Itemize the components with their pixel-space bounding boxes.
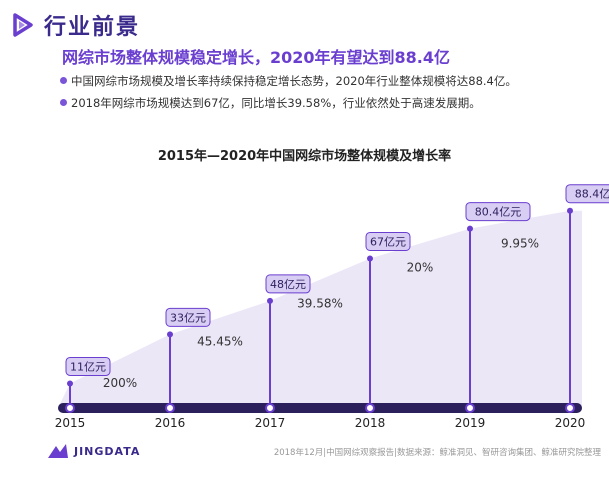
x-tick-label: 2020 [555,416,586,430]
x-tick-label: 2017 [255,416,286,430]
jingdata-logo-icon [48,444,68,458]
value-label: 88.4亿元 [575,188,609,201]
value-point [567,207,573,214]
axis-marker [365,403,375,413]
page-subtitle: 网综市场整体规模稳定增长，2020年有望达到88.4亿 [62,48,451,67]
value-point [67,380,73,387]
value-label: 33亿元 [170,311,206,324]
value-point [167,331,173,338]
axis-marker [465,403,475,413]
area-fill [58,210,582,408]
value-point [367,255,373,262]
page-title: 行业前景 [44,15,141,40]
axis-marker [165,403,175,413]
source-note: 2018年12月|中国网综观察报告|数据来源：鲸准洞见、智研咨询集团、鲸准研究院… [273,448,601,458]
value-point [467,225,473,232]
bullet-dot-icon [60,99,67,106]
value-tag [165,307,211,327]
x-tick-label: 2016 [155,416,186,430]
bullet-dot-icon [60,77,67,84]
value-label: 80.4亿元 [475,206,522,219]
axis-marker [565,403,575,413]
value-tag [65,356,111,376]
value-tag [565,184,609,204]
bullet-item: 2018年网综市场规模达到67亿，同比增长39.58%，行业依然处于高速发展期。 [60,92,517,114]
x-axis-bar [58,403,582,413]
play-logo-icon [13,13,33,37]
value-point [267,297,273,304]
growth-label: 39.58% [297,297,343,311]
value-tag [265,274,311,294]
axis-marker [265,403,275,413]
summary-bullets: 中国网综市场规模及增长率持续保持稳定增长态势，2020年行业整体规模将达88.4… [60,70,517,114]
value-tag [465,202,531,222]
value-label: 48亿元 [270,278,306,291]
value-label: 11亿元 [70,360,106,373]
bullet-item: 中国网综市场规模及增长率持续保持稳定增长态势，2020年行业整体规模将达88.4… [60,70,517,92]
growth-label: 45.45% [197,335,243,349]
growth-label: 9.95% [501,237,539,251]
chart-title: 2015年—2020年中国网综市场整体规模及增长率 [157,149,452,164]
x-tick-label: 2015 [55,416,86,430]
axis-marker [65,403,75,413]
value-tag [365,231,411,251]
x-tick-label: 2019 [455,416,486,430]
value-label: 67亿元 [370,235,406,248]
market-size-chart: 200% 45.45% 39.58% 20% 9.95% 11亿元 2015 33亿元 2016… [55,184,609,430]
brand-name: JINGDATA [74,445,141,458]
growth-label: 200% [103,376,137,390]
x-tick-label: 2018 [355,416,386,430]
growth-label: 20% [407,261,434,275]
